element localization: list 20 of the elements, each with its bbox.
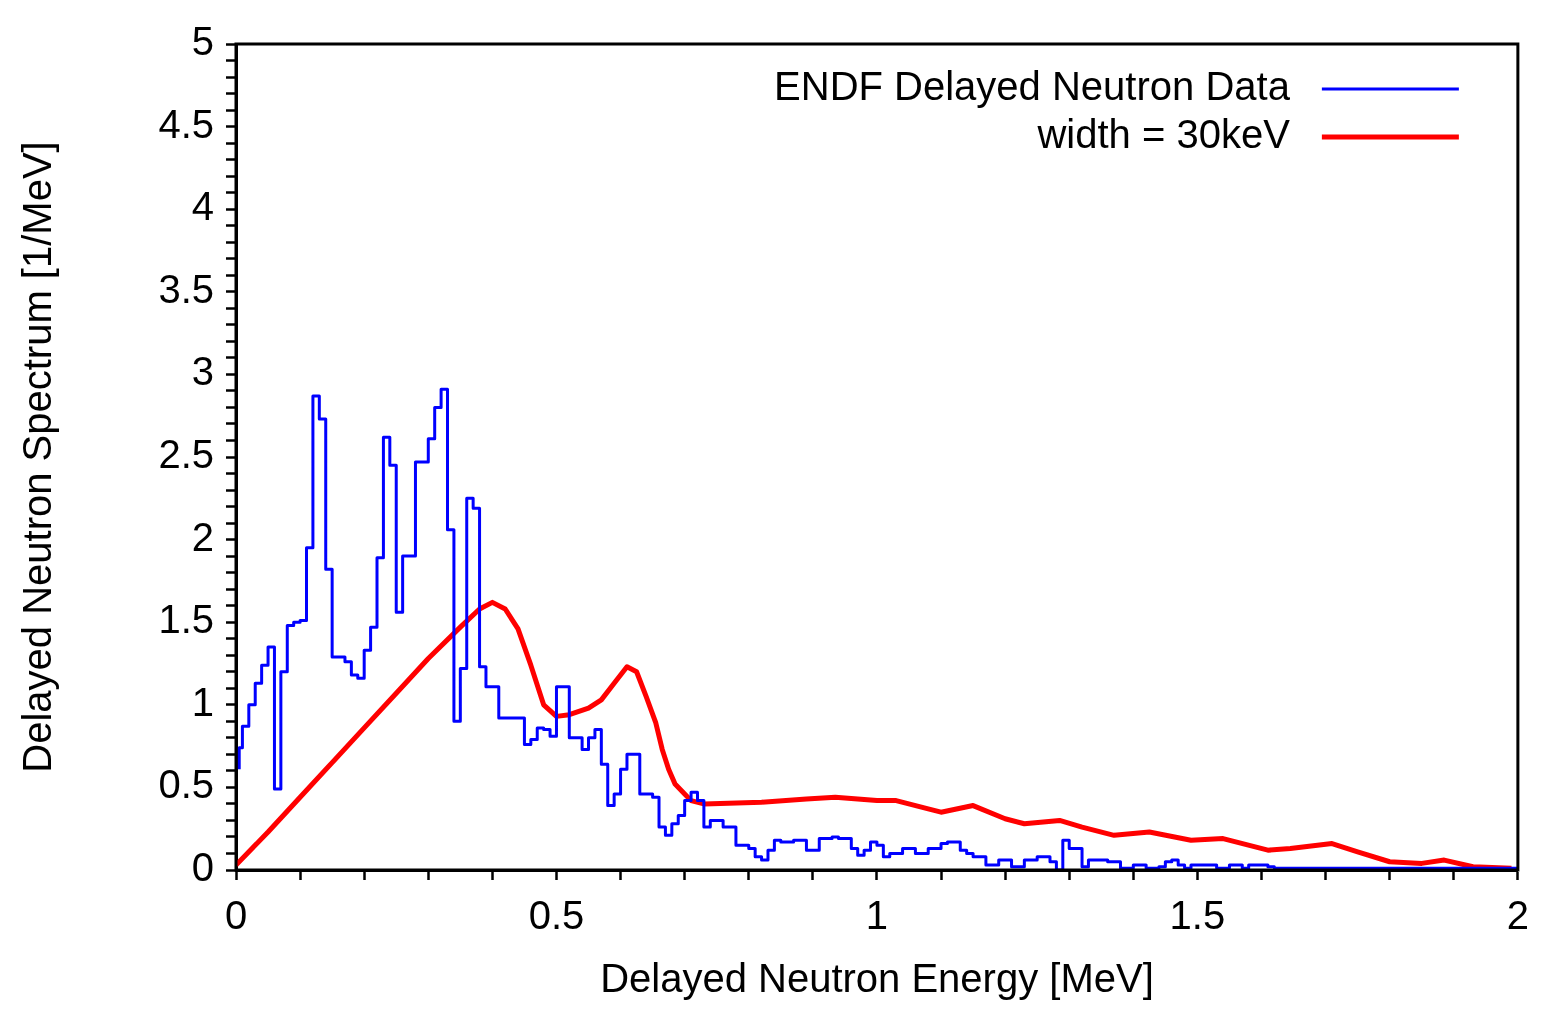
x-tick-label: 0 [224,893,248,938]
legend-label: ENDF Delayed Neutron Data [774,64,1291,109]
y-tick-label: 4 [191,184,214,229]
y-tick-label: 2.5 [158,432,214,477]
x-tick-label: 0.5 [528,893,585,938]
y-tick-label: 1.5 [158,597,214,642]
x-tick-label: 1.5 [1169,893,1226,938]
legend-label: width = 30keV [1036,112,1291,157]
y-tick-label: 2 [191,514,214,559]
y-tick-label: 1 [191,679,214,724]
y-tick-label: 3.5 [158,266,214,311]
y-tick-label: 4.5 [158,101,214,146]
x-axis-title: Delayed Neutron Energy [MeV] [600,956,1154,1001]
y-tick-label: 0.5 [158,762,214,807]
x-tick-label: 1 [865,893,889,938]
y-tick-label: 3 [191,349,214,394]
x-tick-label: 2 [1506,893,1529,938]
y-tick-label: 5 [191,19,214,64]
y-tick-label: 0 [191,845,214,890]
y-axis-title: Delayed Neutron Spectrum [1/MeV] [15,141,60,773]
